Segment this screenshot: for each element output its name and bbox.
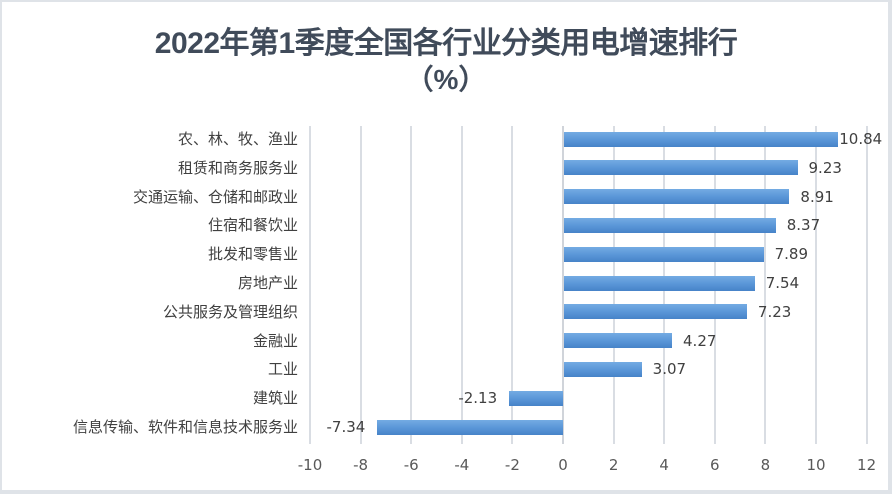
bar	[564, 304, 747, 320]
gridline	[815, 126, 817, 444]
x-tick-label: -2	[504, 456, 520, 474]
data-label: 7.89	[774, 245, 809, 264]
gridline	[865, 126, 868, 444]
x-tick-label: 4	[659, 456, 669, 474]
bar	[509, 390, 563, 406]
bar	[564, 217, 776, 233]
category-label: 建筑业	[252, 389, 298, 408]
x-tick-label: 6	[710, 456, 720, 474]
data-label: 8.91	[800, 187, 834, 206]
gridline	[410, 126, 413, 444]
gridline	[562, 126, 564, 444]
bar	[564, 131, 839, 147]
bar	[377, 419, 563, 435]
data-label: 7.23	[757, 302, 792, 321]
gridline	[764, 126, 767, 444]
x-tick-label: 10	[806, 456, 826, 474]
data-label: 8.37	[786, 216, 821, 235]
data-label: -7.34	[326, 418, 366, 436]
bar	[564, 189, 790, 205]
x-tick-label: -6	[403, 456, 419, 474]
category-label: 工业	[267, 360, 298, 379]
gridline	[309, 126, 311, 444]
category-label: 农、林、牧、渔业	[177, 130, 298, 148]
data-label: 7.54	[765, 274, 800, 292]
x-tick-label: 0	[558, 456, 568, 474]
data-label: 4.27	[683, 331, 717, 350]
bar	[564, 333, 673, 349]
bar	[564, 361, 642, 377]
gridline	[359, 126, 362, 444]
chart-title: 2022年第1季度全国各行业分类用电增速排行	[154, 27, 738, 60]
x-tick-label: 2	[608, 456, 619, 474]
category-label: 交通运输、仓储和邮政业	[132, 187, 298, 206]
category-label: 批发和零售业	[207, 245, 298, 264]
x-tick-label: 12	[857, 456, 877, 474]
x-tick-label: 8	[760, 456, 771, 474]
category-label: 住宿和餐饮业	[207, 216, 298, 235]
category-label: 金融业	[252, 331, 298, 350]
data-label: 9.23	[808, 158, 842, 177]
bar	[564, 275, 755, 291]
x-tick-label: -10	[297, 456, 323, 474]
category-label: 公共服务及管理组织	[162, 302, 298, 321]
x-tick-label: -8	[353, 456, 369, 474]
category-label: 信息传输、软件和信息技术服务业	[72, 418, 298, 436]
bar	[564, 246, 764, 262]
x-tick-label: -4	[454, 456, 470, 474]
gridline	[511, 126, 514, 444]
category-label: 房地产业	[237, 274, 298, 292]
data-label: 10.84	[839, 130, 883, 148]
data-label: -2.13	[458, 389, 498, 408]
bar	[564, 160, 798, 176]
chart-subtitle-unit: （%）	[405, 64, 487, 95]
gridline	[460, 126, 463, 444]
data-label: 3.07	[652, 360, 687, 379]
category-label: 租赁和商务服务业	[177, 158, 298, 177]
